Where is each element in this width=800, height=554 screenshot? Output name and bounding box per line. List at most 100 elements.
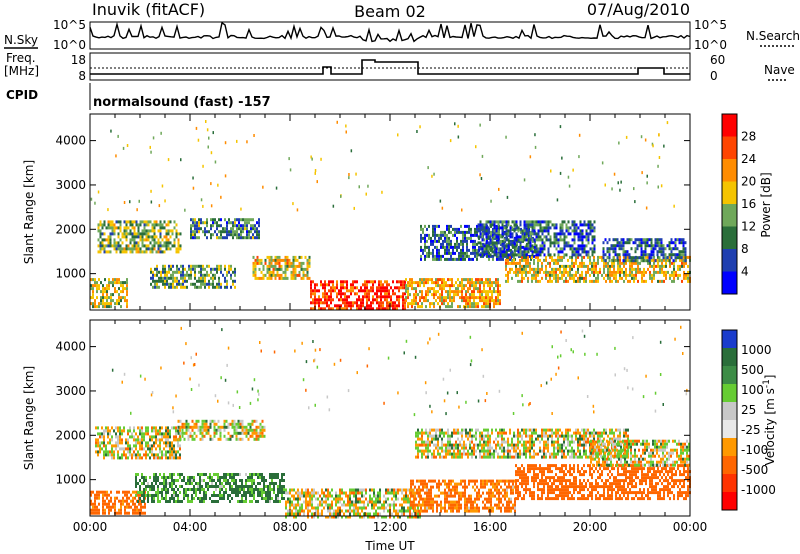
heatmap-cell (109, 235, 112, 239)
heatmap-cell (473, 284, 475, 288)
heatmap-cell (159, 450, 161, 454)
heatmap-cell (347, 515, 349, 519)
heatmap-cell (587, 250, 590, 254)
heatmap-cell (527, 244, 530, 248)
heatmap-cell (380, 298, 382, 302)
heatmap-cell (287, 500, 289, 504)
heatmap-cell (311, 497, 313, 501)
heatmap-cell (253, 437, 256, 441)
heatmap-cell (184, 273, 186, 277)
heatmap-cell (510, 248, 512, 252)
heatmap-cell (243, 431, 246, 435)
heatmap-cell (139, 456, 141, 460)
heatmap-cell (415, 281, 417, 285)
heatmap-cell (621, 276, 623, 280)
heatmap-cell (101, 238, 104, 242)
heatmap-cell (683, 255, 685, 259)
heatmap-cell (252, 236, 254, 240)
heatmap-cell (663, 144, 665, 148)
heatmap-cell (483, 229, 486, 233)
heatmap-cell (303, 494, 305, 498)
heatmap-cell (669, 264, 671, 268)
heatmap-cell (373, 503, 375, 507)
heatmap-cell (476, 233, 478, 237)
heatmap-cell (657, 264, 659, 268)
heatmap-cell (561, 238, 564, 242)
heatmap-cell (211, 479, 213, 482)
heatmap-cell (283, 485, 285, 488)
heatmap-cell (583, 255, 585, 259)
heatmap-cell (186, 270, 188, 274)
heatmap-cell (163, 241, 166, 245)
heatmap-cell (561, 220, 564, 224)
heatmap-cell (216, 282, 218, 286)
heatmap-cell (215, 422, 218, 426)
velocity-heatmap (90, 325, 691, 519)
heatmap-cell (325, 494, 327, 498)
heatmap-cell (454, 230, 456, 234)
heatmap-cell (215, 482, 217, 485)
heatmap-cell (107, 432, 109, 436)
heatmap-cell (435, 290, 437, 294)
heatmap-cell (607, 261, 609, 265)
heatmap-cell (521, 267, 523, 271)
heatmap-cell (581, 270, 583, 274)
heatmap-cell (212, 224, 214, 228)
heatmap-cell (475, 281, 477, 285)
heatmap-cell (266, 267, 269, 271)
heatmap-cell (135, 241, 138, 245)
heatmap-cell (398, 280, 400, 284)
heatmap-cell (569, 232, 572, 236)
heatmap-cell (501, 235, 504, 239)
heatmap-cell (339, 509, 341, 513)
heatmap-cell (128, 502, 130, 506)
heatmap-cell (662, 247, 665, 251)
heatmap-cell (143, 482, 145, 485)
heatmap-cell (118, 499, 120, 503)
heatmap-cell (287, 509, 289, 513)
heatmap-cell (446, 233, 448, 237)
heatmap-cell (434, 227, 436, 231)
heatmap-cell (216, 285, 218, 289)
heatmap-cell (656, 244, 659, 248)
heatmap-cell (523, 235, 526, 239)
heatmap-cell (579, 229, 582, 233)
heatmap-cell (113, 453, 115, 457)
heatmap-cell (251, 485, 253, 488)
heatmap-cell (579, 220, 582, 224)
heatmap-cell (451, 296, 453, 300)
heatmap-cell (337, 500, 339, 504)
heatmap-cell (462, 257, 464, 261)
heatmap-cell (209, 485, 211, 488)
heatmap-cell (273, 485, 275, 488)
heatmap-cell (126, 302, 128, 306)
heatmap-cell (119, 441, 121, 445)
heatmap-cell (330, 307, 332, 311)
heatmap-cell (462, 245, 464, 249)
heatmap-cell (477, 250, 480, 254)
heatmap-cell (346, 304, 348, 308)
heatmap-cell (487, 299, 489, 303)
heatmap-cell (201, 434, 204, 438)
heatmap-cell (205, 431, 208, 435)
heatmap-cell (94, 502, 96, 506)
heatmap-cell (493, 287, 495, 291)
heatmap-cell (109, 438, 111, 442)
heatmap-cell (341, 503, 343, 507)
heatmap-cell (121, 441, 123, 445)
heatmap-cell (141, 444, 143, 448)
heatmap-cell (163, 473, 165, 476)
heatmap-cell (309, 500, 311, 504)
heatmap-cell (321, 491, 323, 495)
heatmap-cell (571, 220, 574, 224)
heatmap-cell (159, 226, 162, 230)
heatmap-cell (285, 503, 287, 507)
heatmap-cell (419, 281, 421, 285)
heatmap-cell (638, 238, 641, 242)
heatmap-cell (235, 488, 237, 491)
heatmap-cell (168, 267, 170, 271)
heatmap-cell (194, 276, 196, 280)
heatmap-cell (104, 508, 106, 512)
heatmap-cell (397, 488, 399, 492)
heatmap-cell (386, 292, 388, 296)
